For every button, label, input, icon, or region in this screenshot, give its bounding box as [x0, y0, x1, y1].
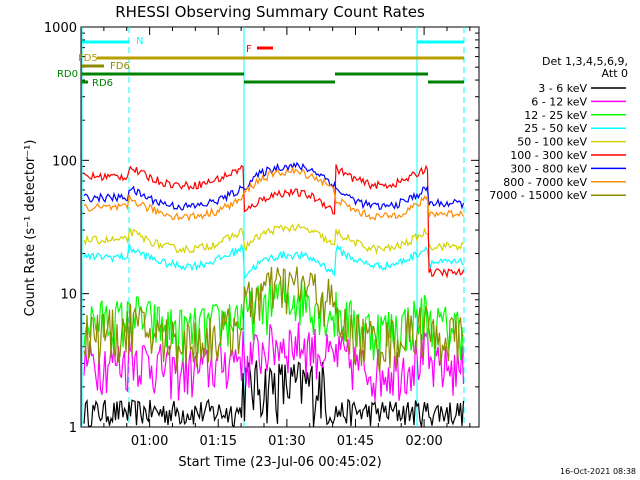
flag-label-rd0: RD0: [57, 69, 78, 80]
x-tick-label: 01:30: [268, 434, 305, 449]
detector-info-line2: Att 0: [602, 67, 628, 80]
x-tick-label: 01:45: [337, 434, 374, 449]
timestamp: 16-Oct-2021 08:38: [560, 467, 636, 476]
y-axis-label: Count Rate (s⁻¹ detector⁻¹): [23, 140, 38, 317]
flag-label-fd5: FD5: [78, 53, 98, 64]
plot-area: 1 10 100 1000 01:00 01:15 01:30 01:45 02:00 N F FD5…: [44, 21, 480, 449]
series-line: [83, 161, 465, 211]
detector-info-line1: Det 1,3,4,5,6,9,: [542, 55, 628, 68]
legend-label: 3 - 6 keV: [538, 82, 587, 95]
legend-label: 50 - 100 keV: [517, 136, 587, 149]
series-line: [83, 360, 465, 428]
legend-label: 800 - 7000 keV: [503, 176, 587, 189]
y-tick-label: 1000: [44, 21, 77, 36]
legend-label: 300 - 800 keV: [510, 162, 587, 175]
x-tick-label: 01:00: [131, 434, 168, 449]
legend-label: 6 - 12 keV: [531, 95, 587, 108]
series-line: [83, 243, 464, 280]
series-line: [83, 322, 465, 402]
series-line: [83, 266, 464, 373]
chart-title: RHESSI Observing Summary Count Rates: [115, 3, 425, 21]
flag-label-rd6: RD6: [92, 78, 113, 89]
y-tick-label: 1: [69, 421, 77, 436]
legend-label: 7000 - 15000 keV: [489, 189, 587, 202]
y-tick-label: 10: [60, 288, 77, 303]
legend-label: 100 - 300 keV: [510, 149, 587, 162]
flag-label-f: F: [246, 44, 252, 55]
series-line: [83, 166, 465, 223]
x-axis-label: Start Time (23-Jul-06 00:45:02): [178, 455, 381, 470]
series-line: [83, 223, 464, 256]
series-line: [83, 164, 465, 279]
legend-label: 25 - 50 keV: [524, 122, 587, 135]
x-tick-label: 02:00: [405, 434, 442, 449]
plot-frame: [80, 26, 480, 428]
legend-label: 12 - 25 keV: [524, 109, 587, 122]
flag-label-fd6: FD6: [110, 61, 130, 72]
y-tick-label: 100: [52, 154, 77, 169]
x-tick-label: 01:15: [200, 434, 237, 449]
flag-label-n: N: [136, 36, 143, 47]
